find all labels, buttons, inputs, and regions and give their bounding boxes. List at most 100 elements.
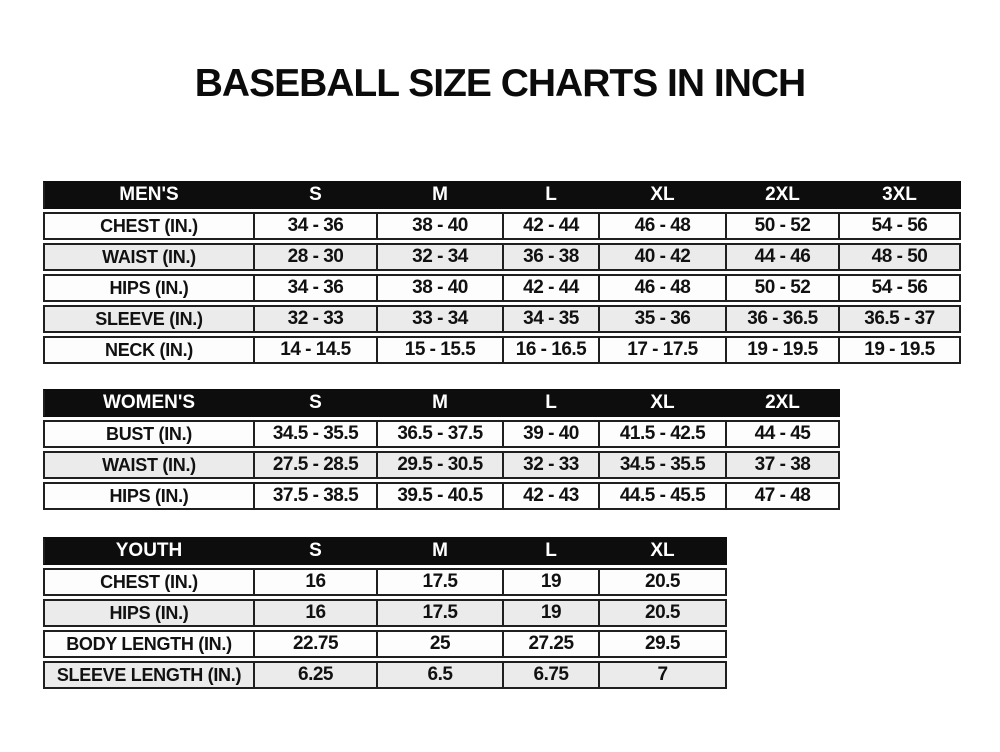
youth-table-title: YOUTH	[43, 536, 255, 565]
size-cell: 42 - 44	[504, 273, 600, 302]
size-cell: 16	[255, 598, 378, 627]
womens-table-title: WOMEN'S	[43, 388, 255, 417]
row-label: WAIST (IN.)	[43, 450, 255, 479]
size-cell: 34.5 - 35.5	[255, 419, 378, 448]
column-header: XL	[600, 180, 727, 209]
size-cell: 6.5	[378, 660, 504, 689]
womens-header-row: WOMEN'S S M L XL 2XL	[43, 388, 840, 417]
mens-size-table: MEN'S S M L XL 2XL 3XL CHEST (IN.) 34 - 36 38 - 4…	[43, 178, 961, 367]
size-cell: 36 - 36.5	[727, 304, 840, 333]
size-cell: 34.5 - 35.5	[600, 450, 727, 479]
size-cell: 54 - 56	[840, 211, 961, 240]
size-cell: 32 - 34	[378, 242, 504, 271]
table-row: HIPS (IN.) 37.5 - 38.5 39.5 - 40.5 42 - 43 4…	[43, 481, 840, 510]
row-label: SLEEVE (IN.)	[43, 304, 255, 333]
size-cell: 38 - 40	[378, 273, 504, 302]
size-cell: 39.5 - 40.5	[378, 481, 504, 510]
size-cell: 17.5	[378, 598, 504, 627]
table-row: BODY LENGTH (IN.) 22.75 25 27.25 29.5	[43, 629, 727, 658]
column-header: M	[378, 388, 504, 417]
size-cell: 29.5 - 30.5	[378, 450, 504, 479]
size-cell: 34 - 35	[504, 304, 600, 333]
table-row: CHEST (IN.) 16 17.5 19 20.5	[43, 567, 727, 596]
size-cell: 41.5 - 42.5	[600, 419, 727, 448]
column-header: L	[504, 536, 600, 565]
size-cell: 20.5	[600, 598, 727, 627]
youth-header-row: YOUTH S M L XL	[43, 536, 727, 565]
size-cell: 48 - 50	[840, 242, 961, 271]
table-row: HIPS (IN.) 16 17.5 19 20.5	[43, 598, 727, 627]
size-cell: 6.25	[255, 660, 378, 689]
table-row: WAIST (IN.) 27.5 - 28.5 29.5 - 30.5 32 - 33…	[43, 450, 840, 479]
size-cell: 32 - 33	[255, 304, 378, 333]
size-cell: 50 - 52	[727, 273, 840, 302]
column-header: XL	[600, 388, 727, 417]
size-cell: 50 - 52	[727, 211, 840, 240]
row-label: HIPS (IN.)	[43, 273, 255, 302]
size-cell: 27.25	[504, 629, 600, 658]
size-cell: 17.5	[378, 567, 504, 596]
size-cell: 47 - 48	[727, 481, 840, 510]
table-row: CHEST (IN.) 34 - 36 38 - 40 42 - 44 46 - 48 5…	[43, 211, 961, 240]
column-header: S	[255, 536, 378, 565]
size-cell: 35 - 36	[600, 304, 727, 333]
size-cell: 36.5 - 37.5	[378, 419, 504, 448]
size-cell: 22.75	[255, 629, 378, 658]
mens-header-row: MEN'S S M L XL 2XL 3XL	[43, 180, 961, 209]
size-cell: 44.5 - 45.5	[600, 481, 727, 510]
size-cell: 19 - 19.5	[727, 335, 840, 364]
table-row: BUST (IN.) 34.5 - 35.5 36.5 - 37.5 39 - 40 4…	[43, 419, 840, 448]
youth-size-table: YOUTH S M L XL CHEST (IN.) 16 17.5 19 20.5 HIPS (I…	[43, 534, 727, 692]
womens-size-table: WOMEN'S S M L XL 2XL BUST (IN.) 34.5 - 35.5 36.5…	[43, 386, 840, 513]
column-header: S	[255, 388, 378, 417]
size-cell: 19	[504, 567, 600, 596]
size-cell: 46 - 48	[600, 273, 727, 302]
column-header: M	[378, 536, 504, 565]
row-label: BUST (IN.)	[43, 419, 255, 448]
table-row: NECK (IN.) 14 - 14.5 15 - 15.5 16 - 16.5 17 …	[43, 335, 961, 364]
table-row: HIPS (IN.) 34 - 36 38 - 40 42 - 44 46 - 48 50…	[43, 273, 961, 302]
size-cell: 42 - 44	[504, 211, 600, 240]
size-cell: 16 - 16.5	[504, 335, 600, 364]
column-header: 2XL	[727, 388, 840, 417]
row-label: NECK (IN.)	[43, 335, 255, 364]
size-cell: 39 - 40	[504, 419, 600, 448]
page-title: BASEBALL SIZE CHARTS IN INCH	[194, 62, 806, 105]
size-cell: 44 - 45	[727, 419, 840, 448]
size-cell: 6.75	[504, 660, 600, 689]
row-label: SLEEVE LENGTH (IN.)	[43, 660, 255, 689]
size-cell: 44 - 46	[727, 242, 840, 271]
size-cell: 17 - 17.5	[600, 335, 727, 364]
size-cell: 27.5 - 28.5	[255, 450, 378, 479]
size-cell: 14 - 14.5	[255, 335, 378, 364]
size-cell: 36.5 - 37	[840, 304, 961, 333]
column-header: M	[378, 180, 504, 209]
table-row: SLEEVE (IN.) 32 - 33 33 - 34 34 - 35 35 - 36…	[43, 304, 961, 333]
size-cell: 19	[504, 598, 600, 627]
size-cell: 46 - 48	[600, 211, 727, 240]
row-label: BODY LENGTH (IN.)	[43, 629, 255, 658]
row-label: HIPS (IN.)	[43, 598, 255, 627]
column-header: XL	[600, 536, 727, 565]
size-cell: 7	[600, 660, 727, 689]
row-label: HIPS (IN.)	[43, 481, 255, 510]
size-cell: 37 - 38	[727, 450, 840, 479]
mens-table-title: MEN'S	[43, 180, 255, 209]
size-cell: 16	[255, 567, 378, 596]
size-cell: 34 - 36	[255, 273, 378, 302]
size-cell: 42 - 43	[504, 481, 600, 510]
size-cell: 29.5	[600, 629, 727, 658]
row-label: WAIST (IN.)	[43, 242, 255, 271]
column-header: L	[504, 388, 600, 417]
size-cell: 20.5	[600, 567, 727, 596]
size-cell: 38 - 40	[378, 211, 504, 240]
column-header: S	[255, 180, 378, 209]
size-cell: 37.5 - 38.5	[255, 481, 378, 510]
size-cell: 15 - 15.5	[378, 335, 504, 364]
size-chart-page: BASEBALL SIZE CHARTS IN INCH MEN'S S M L XL 2…	[0, 62, 1000, 752]
size-cell: 32 - 33	[504, 450, 600, 479]
table-row: SLEEVE LENGTH (IN.) 6.25 6.5 6.75 7	[43, 660, 727, 689]
row-label: CHEST (IN.)	[43, 567, 255, 596]
size-cell: 36 - 38	[504, 242, 600, 271]
size-cell: 54 - 56	[840, 273, 961, 302]
